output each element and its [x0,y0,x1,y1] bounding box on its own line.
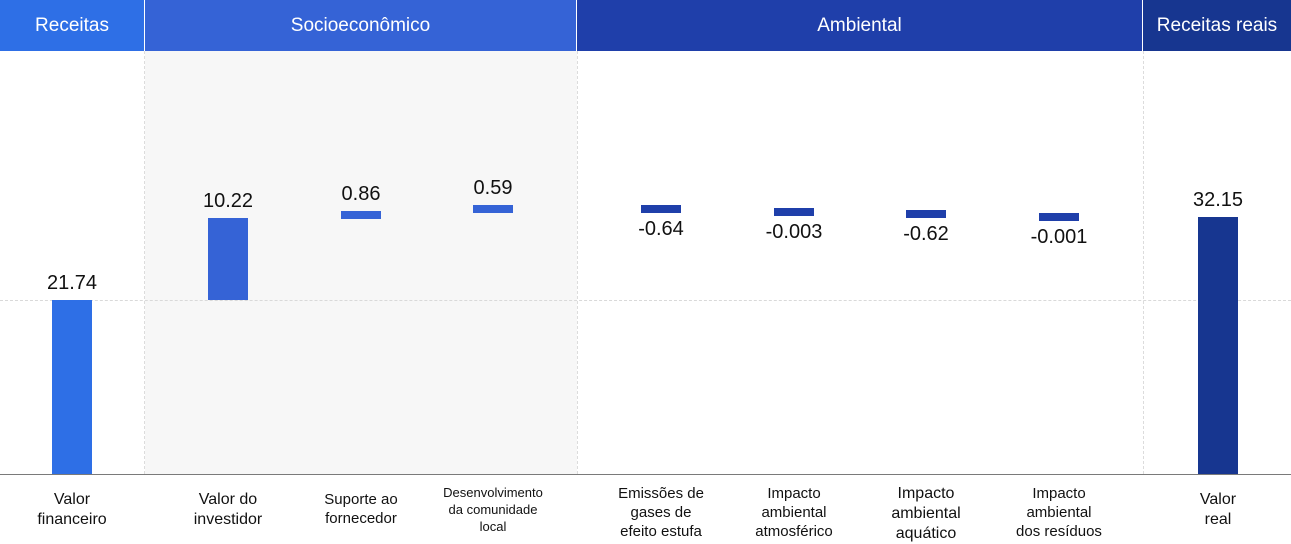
bar-8 [1198,216,1238,474]
reference-gridline [0,300,1291,301]
header-socioeconomic-label: Socioeconômico [290,14,431,36]
value-label-8: 32.15 [1192,188,1244,211]
category-label-4: Emissões de gases de efeito estufa [618,485,704,540]
bar-7 [1039,212,1079,221]
category-label-3: Desenvolvimento da comunidade local [443,485,543,534]
header-revenue-label: Receitas [35,14,109,36]
bar-1 [208,218,248,300]
category-label-7: Impacto ambiental dos resíduos [1016,485,1102,540]
header-revenue: Receitas [0,0,144,51]
header-environmental-label: Ambiental [817,14,902,36]
category-label-5: Impacto ambiental atmosférico [755,485,833,540]
value-label-1: 10.22 [202,190,254,213]
environmental-panel-background [577,51,1143,474]
bar-5 [774,207,814,216]
bar-6 [906,210,946,219]
bar-4 [641,205,681,214]
separator-socio-env [577,51,578,474]
chart-baseline [0,474,1291,475]
header-environmental: Ambiental [577,0,1142,51]
category-label-2: Suporte ao fornecedor [324,491,398,527]
value-label-6: -0.62 [903,223,949,246]
header-socioeconomic: Socioeconômico [145,0,576,51]
value-label-2: 0.86 [341,182,381,205]
category-label-8: Valor real [1199,491,1237,528]
header-real-revenue: Receitas reais [1143,0,1291,51]
value-label-0: 21.74 [46,272,98,294]
value-label-5: -0.003 [765,220,823,243]
category-label-6: Impacto ambiental aquático [891,485,961,542]
separator-revenue-socio [144,51,145,474]
value-label-4: -0.64 [638,218,684,241]
bar-2 [341,210,381,219]
category-label-0: Valor financeiro [37,491,107,528]
bar-0 [52,300,92,474]
bar-3 [473,204,513,213]
header-real-revenue-label: Receitas reais [1156,14,1278,36]
value-label-7: -0.001 [1030,225,1088,248]
category-label-1: Valor do investidor [193,491,263,528]
value-label-3: 0.59 [473,176,513,199]
separator-env-real [1143,51,1144,474]
